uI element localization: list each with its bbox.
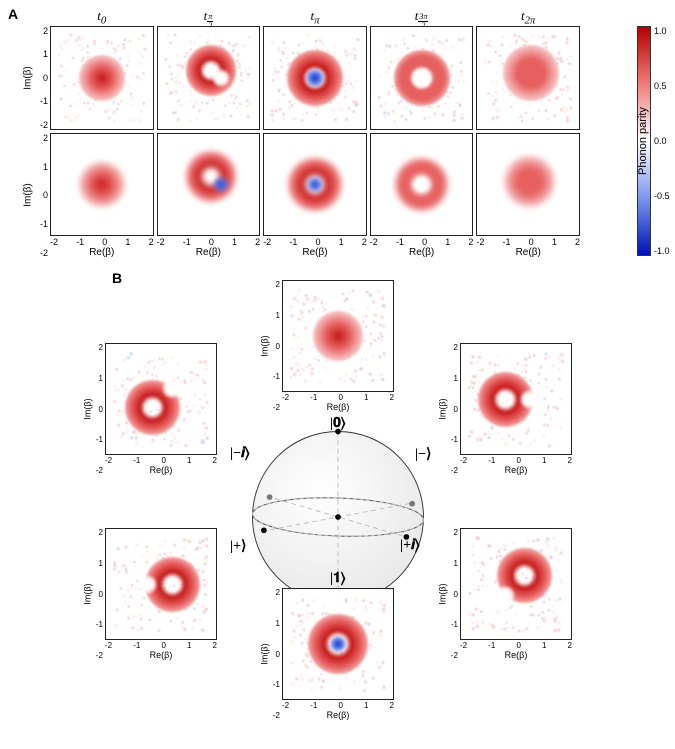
subplot: -2-1012Re(β) [476, 133, 580, 259]
wigner-plot [282, 280, 394, 392]
y-ticks: 210-1-2 [267, 280, 280, 412]
colorbar-tick: 0.0 [654, 136, 670, 146]
x-axis-label: Re(β) [263, 247, 367, 258]
panel-a-label: A [8, 6, 18, 22]
wigner-plot [50, 133, 154, 237]
subplot [476, 26, 580, 130]
subplot [370, 26, 474, 130]
wigner-plot [263, 133, 367, 237]
state-label-minus_i: |−𝒊⟩ [230, 446, 250, 462]
subplot: Im(β)210-1-2 [50, 26, 154, 130]
wigner-plot [50, 26, 154, 130]
colorbar-ticks: 1.0 0.5 0.0 -0.5 -1.0 [651, 26, 670, 256]
panel-b: B [0, 268, 675, 728]
subplot: Im(β)210-1-2-2-1012Re(β) [50, 133, 154, 259]
x-ticks: -2-1012 [370, 236, 474, 247]
subplot: -2-1012Re(β) [263, 133, 367, 259]
x-ticks: -2-1012 [105, 455, 217, 465]
state-label-plus_i: |+𝒊⟩ [400, 538, 420, 554]
state-label-plus: |+⟩ [230, 538, 247, 555]
mini-minus_i: Im(β)210-1-2-2-1012Re(β) [105, 343, 217, 475]
wigner-plot [370, 26, 474, 130]
x-ticks: -2-1012 [263, 236, 367, 247]
column-title: t3π2 [370, 8, 474, 26]
colorbar-label: Phonon parity [637, 107, 649, 175]
mini-one: Im(β)210-1-2-2-1012Re(β) [282, 588, 394, 720]
y-ticks: 210-1-2 [32, 26, 48, 130]
x-ticks: -2-1012 [282, 392, 394, 402]
x-axis-label: Re(β) [157, 247, 261, 258]
figure: A t0Im(β)210-1-2tπ2tπt3π2t2π Im(β)210-1-2… [0, 0, 675, 728]
state-label-one: |𝟏⟩ [330, 571, 345, 587]
colorbar: 1.0 0.5 0.0 -0.5 -1.0 Phonon parity [637, 26, 671, 256]
column-title: t2π [476, 8, 580, 26]
x-ticks: -2-1012 [282, 700, 394, 710]
panel-a-grid: t0Im(β)210-1-2tπ2tπt3π2t2π Im(β)210-1-2-2… [50, 8, 580, 258]
x-axis-label: Re(β) [50, 247, 154, 258]
state-label-zero: |𝟎⟩ [330, 416, 345, 432]
subplot: -2-1012Re(β) [370, 133, 474, 259]
subplot [157, 26, 261, 130]
wigner-plot [105, 528, 217, 640]
y-ticks: 210-1-2 [267, 588, 280, 720]
wigner-plot [157, 133, 261, 237]
mini-minus: Im(β)210-1-2-2-1012Re(β) [460, 343, 572, 475]
y-ticks: 210-1-2 [445, 528, 458, 660]
wigner-plot [460, 528, 572, 640]
x-ticks: -2-1012 [476, 236, 580, 247]
column-title: tπ [263, 8, 367, 26]
colorbar-tick: -0.5 [654, 191, 670, 201]
subplot [263, 26, 367, 130]
x-axis-label: Re(β) [370, 247, 474, 258]
mini-plus: Im(β)210-1-2-2-1012Re(β) [105, 528, 217, 660]
state-label-minus: |−⟩ [415, 446, 432, 463]
wigner-plot [460, 343, 572, 455]
x-axis-label: Re(β) [282, 710, 394, 720]
colorbar-tick: 1.0 [654, 26, 670, 36]
x-ticks: -2-1012 [157, 236, 261, 247]
y-ticks: 210-1-2 [90, 528, 103, 660]
x-axis-label: Re(β) [476, 247, 580, 258]
wigner-plot [282, 588, 394, 700]
column-title: tπ2 [157, 8, 261, 26]
mini-zero: Im(β)210-1-2-2-1012Re(β) [282, 280, 394, 412]
y-ticks: 210-1-2 [445, 343, 458, 475]
x-ticks: -2-1012 [50, 236, 154, 247]
subplot: -2-1012Re(β) [157, 133, 261, 259]
colorbar-tick: -1.0 [654, 246, 670, 256]
x-axis-label: Re(β) [460, 465, 572, 475]
x-ticks: -2-1012 [460, 455, 572, 465]
x-ticks: -2-1012 [460, 640, 572, 650]
wigner-plot [157, 26, 261, 130]
wigner-plot [263, 26, 367, 130]
x-axis-label: Re(β) [105, 465, 217, 475]
y-ticks: 210-1-2 [90, 343, 103, 475]
colorbar-tick: 0.5 [654, 81, 670, 91]
x-ticks: -2-1012 [105, 640, 217, 650]
x-axis-label: Re(β) [460, 650, 572, 660]
panel-b-label: B [112, 270, 122, 286]
panel-a: A t0Im(β)210-1-2tπ2tπt3π2t2π Im(β)210-1-2… [0, 0, 675, 268]
wigner-plot [105, 343, 217, 455]
wigner-plot [370, 133, 474, 237]
wigner-plot [476, 26, 580, 130]
mini-plus_i: Im(β)210-1-2-2-1012Re(β) [460, 528, 572, 660]
y-ticks: 210-1-2 [32, 133, 48, 259]
column-title: t0 [50, 8, 154, 26]
x-axis-label: Re(β) [105, 650, 217, 660]
wigner-plot [476, 133, 580, 237]
x-axis-label: Re(β) [282, 402, 394, 412]
